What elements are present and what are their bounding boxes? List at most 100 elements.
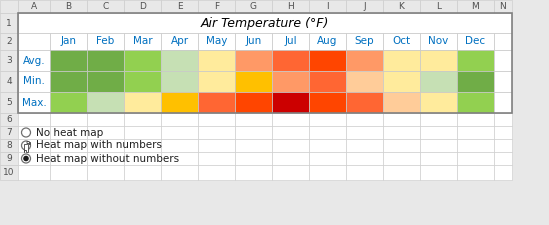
Bar <box>161 152 198 165</box>
Text: Max.: Max. <box>21 97 46 108</box>
Bar <box>383 0 420 13</box>
Bar <box>0 113 18 126</box>
Bar <box>235 126 272 139</box>
Bar <box>272 139 309 152</box>
Bar <box>87 152 124 165</box>
Bar <box>457 50 494 71</box>
Bar <box>383 33 420 50</box>
Bar <box>0 126 18 139</box>
Bar <box>198 33 235 50</box>
Text: Jul: Jul <box>284 36 297 47</box>
Bar <box>87 165 124 180</box>
Bar <box>50 113 87 126</box>
Bar <box>124 71 161 92</box>
Bar <box>161 165 198 180</box>
Text: N: N <box>500 2 506 11</box>
Bar <box>309 126 346 139</box>
Bar <box>494 165 512 180</box>
Text: Min.: Min. <box>23 76 45 86</box>
Bar <box>18 33 50 50</box>
Polygon shape <box>24 142 30 151</box>
Bar <box>161 126 198 139</box>
Bar <box>272 33 309 50</box>
Bar <box>50 50 87 71</box>
Bar <box>87 50 124 71</box>
Bar <box>235 152 272 165</box>
Bar <box>18 92 50 113</box>
Bar <box>346 71 383 92</box>
Text: May: May <box>206 36 227 47</box>
Bar <box>87 71 124 92</box>
Bar <box>235 165 272 180</box>
Bar <box>198 165 235 180</box>
Bar <box>50 92 87 113</box>
Bar <box>457 71 494 92</box>
Text: 2: 2 <box>6 37 12 46</box>
Bar <box>235 71 272 92</box>
Bar <box>346 33 383 50</box>
Bar <box>346 50 383 71</box>
Bar <box>383 113 420 126</box>
Text: Aug: Aug <box>317 36 338 47</box>
Bar <box>50 0 87 13</box>
Bar <box>198 71 235 92</box>
Text: Air Temperature (°F): Air Temperature (°F) <box>201 16 329 29</box>
Text: 10: 10 <box>3 168 15 177</box>
Bar <box>18 165 50 180</box>
Text: Avg.: Avg. <box>23 56 46 65</box>
Text: Oct: Oct <box>393 36 411 47</box>
Bar <box>50 165 87 180</box>
Bar <box>124 152 161 165</box>
Bar <box>50 126 87 139</box>
Bar <box>346 126 383 139</box>
Bar <box>420 71 457 92</box>
Bar <box>272 71 309 92</box>
Bar <box>18 13 512 113</box>
Text: 5: 5 <box>6 98 12 107</box>
Text: No heat map: No heat map <box>36 128 103 137</box>
Text: 4: 4 <box>6 77 12 86</box>
Text: Sep: Sep <box>355 36 374 47</box>
Text: 6: 6 <box>6 115 12 124</box>
Bar <box>457 152 494 165</box>
Bar <box>161 0 198 13</box>
Bar <box>0 0 18 13</box>
Text: Mar: Mar <box>133 36 152 47</box>
Bar <box>346 165 383 180</box>
Bar <box>420 50 457 71</box>
Bar <box>124 165 161 180</box>
Bar <box>87 92 124 113</box>
Text: M: M <box>472 2 479 11</box>
Bar <box>235 0 272 13</box>
Bar <box>420 152 457 165</box>
Bar <box>420 33 457 50</box>
Bar <box>309 139 346 152</box>
Text: 1: 1 <box>6 18 12 27</box>
Bar <box>87 139 124 152</box>
Bar <box>18 152 50 165</box>
Bar <box>87 0 124 13</box>
Bar <box>18 13 512 33</box>
Bar <box>87 33 124 50</box>
Bar <box>124 113 161 126</box>
Bar <box>309 50 346 71</box>
Bar <box>494 0 512 13</box>
Bar <box>0 165 18 180</box>
Bar <box>494 126 512 139</box>
Bar <box>457 113 494 126</box>
Bar <box>346 113 383 126</box>
Text: E: E <box>177 2 182 11</box>
Text: 7: 7 <box>6 128 12 137</box>
Bar <box>161 139 198 152</box>
Bar <box>346 152 383 165</box>
Bar <box>124 126 161 139</box>
Bar <box>18 126 50 139</box>
Bar <box>272 0 309 13</box>
Bar <box>235 113 272 126</box>
Bar <box>420 139 457 152</box>
Bar <box>124 0 161 13</box>
Bar <box>161 33 198 50</box>
Text: H: H <box>287 2 294 11</box>
Circle shape <box>21 128 31 137</box>
Bar <box>494 50 512 71</box>
